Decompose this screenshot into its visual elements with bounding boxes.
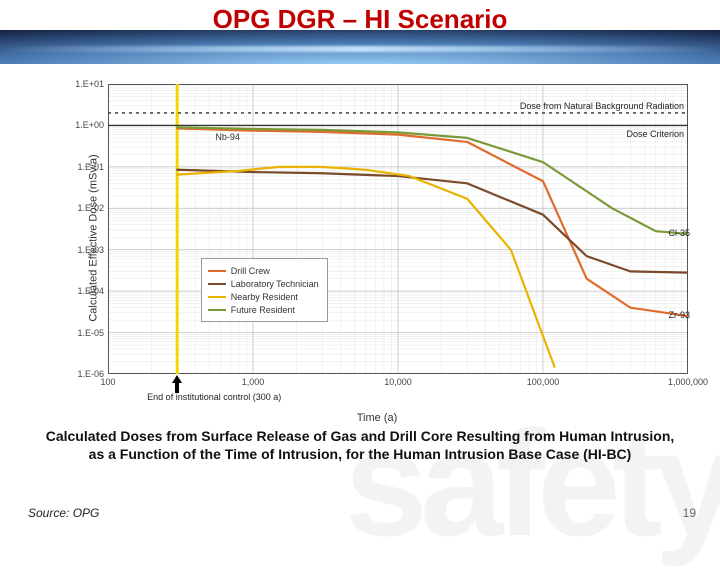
header-highlight — [0, 46, 720, 52]
reference-line-label: Dose Criterion — [626, 129, 684, 139]
series-end-label: Cl-35 — [668, 228, 690, 238]
legend: Drill Crew Laboratory Technician Nearby Re… — [201, 258, 328, 322]
legend-label: Nearby Resident — [231, 292, 298, 302]
x-tick: 100 — [100, 374, 115, 387]
x-tick: 1,000,000 — [668, 374, 708, 387]
legend-swatch — [208, 296, 226, 298]
institutional-control-label: End of institutional control (300 a) — [147, 392, 281, 402]
slide-title: OPG DGR – HI Scenario — [0, 0, 720, 30]
figure-caption: Calculated Doses from Surface Release of… — [36, 428, 684, 463]
legend-item: Future Resident — [208, 303, 319, 316]
y-tick: 1.E-02 — [77, 203, 108, 213]
source-label: Source: OPG — [28, 506, 99, 520]
series-end-label: Zr-93 — [668, 310, 690, 320]
legend-swatch — [208, 270, 226, 272]
y-tick: 1.E-01 — [77, 162, 108, 172]
legend-swatch — [208, 283, 226, 285]
background-watermark: safety — [344, 397, 720, 570]
header: OPG DGR – HI Scenario — [0, 0, 720, 64]
legend-item: Drill Crew — [208, 264, 319, 277]
legend-item: Nearby Resident — [208, 290, 319, 303]
y-tick: 1.E-03 — [77, 245, 108, 255]
y-tick: 1.E-05 — [77, 328, 108, 338]
page-number: 19 — [683, 506, 696, 520]
legend-swatch — [208, 309, 226, 311]
y-tick: 1.E+00 — [75, 120, 108, 130]
reference-line-label: Dose from Natural Background Radiation — [520, 101, 684, 111]
legend-label: Laboratory Technician — [231, 279, 319, 289]
x-tick: 100,000 — [527, 374, 560, 387]
legend-item: Laboratory Technician — [208, 277, 319, 290]
y-axis-label: Calculated Effective Dose (mSv/a) — [88, 154, 100, 321]
y-tick: 1.E-04 — [77, 286, 108, 296]
x-tick: 10,000 — [384, 374, 412, 387]
x-axis-label: Time (a) — [357, 412, 398, 424]
legend-label: Future Resident — [231, 305, 295, 315]
plot-area: 1.E-061.E-051.E-041.E-031.E-021.E-011.E+… — [108, 84, 688, 374]
inline-label: Nb-94 — [215, 132, 240, 142]
y-tick: 1.E+01 — [75, 79, 108, 89]
legend-label: Drill Crew — [231, 266, 270, 276]
x-tick: 1,000 — [242, 374, 265, 387]
chart: Calculated Effective Dose (mSv/a) Time (… — [64, 78, 690, 398]
